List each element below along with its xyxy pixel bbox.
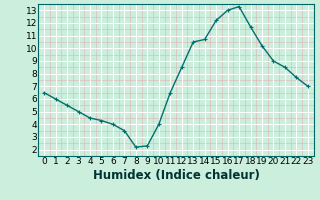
X-axis label: Humidex (Indice chaleur): Humidex (Indice chaleur) bbox=[92, 169, 260, 182]
